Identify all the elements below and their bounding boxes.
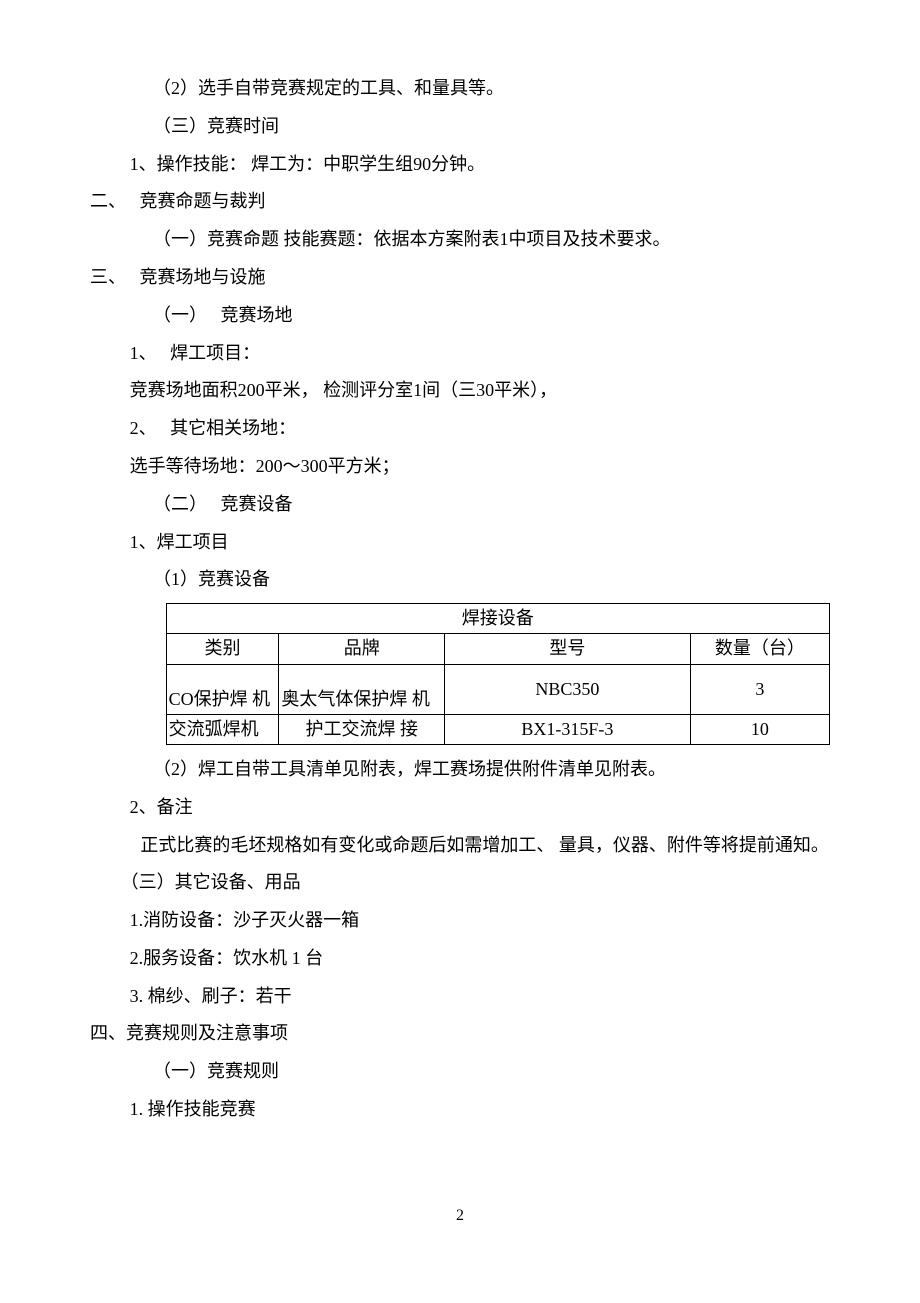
table-cell-category: 交流弧焊机 — [166, 714, 279, 744]
section-2-heading: 二、 竞赛命题与裁判 — [90, 183, 830, 221]
paragraph-venue-heading: （一） 竞赛场地 — [90, 297, 830, 335]
paragraph-tools: （2）选手自带竞赛规定的工具、和量具等。 — [90, 70, 830, 108]
paragraph-welding-project: 1、 焊工项目： — [90, 335, 830, 373]
table-header-quantity: 数量（台） — [690, 634, 829, 664]
paragraph-skill-time: 1、操作技能： 焊工为：中职学生组90分钟。 — [90, 146, 830, 184]
table-cell-brand: 护工交流焊 接 — [279, 714, 445, 744]
equipment-table: 焊接设备 类别 品牌 型号 数量（台） CO保护焊 机 奥太气体保护焊 机 NB… — [166, 603, 830, 745]
table-header-brand: 品牌 — [279, 634, 445, 664]
paragraph-competition-equipment: （1）竞赛设备 — [90, 561, 830, 599]
section-4-heading: 四、竞赛规则及注意事项 — [90, 1015, 830, 1053]
table-cell-model: BX1-315F-3 — [445, 714, 690, 744]
paragraph-welding-equipment: 1、焊工项目 — [90, 524, 830, 562]
table-row: CO保护焊 机 奥太气体保护焊 机 NBC350 3 — [166, 664, 829, 714]
paragraph-waiting-area: 选手等待场地：200～300平方米； — [90, 448, 830, 486]
table-row: 交流弧焊机 护工交流焊 接 BX1-315F-3 10 — [166, 714, 829, 744]
paragraph-fire-equipment: 1.消防设备：沙子灭火器一箱 — [90, 902, 830, 940]
section-3-heading: 三、 竞赛场地与设施 — [90, 259, 830, 297]
paragraph-cotton-brush: 3. 棉纱、刷子：若干 — [90, 978, 830, 1016]
table-cell-model: NBC350 — [445, 664, 690, 714]
table-cell-brand: 奥太气体保护焊 机 — [279, 664, 445, 714]
paragraph-venue-area: 竞赛场地面积200平米， 检测评分室1间（三30平米）， — [90, 372, 830, 410]
paragraph-other-venue: 2、 其它相关场地： — [90, 410, 830, 448]
paragraph-equipment-heading: （二） 竞赛设备 — [90, 486, 830, 524]
page-number: 2 — [90, 1199, 830, 1233]
table-header-row: 类别 品牌 型号 数量（台） — [166, 634, 829, 664]
paragraph-time-heading: （三）竞赛时间 — [90, 108, 830, 146]
equipment-table-wrapper: 焊接设备 类别 品牌 型号 数量（台） CO保护焊 机 奥太气体保护焊 机 NB… — [90, 603, 830, 745]
paragraph-service-equipment: 2.服务设备：饮水机 1 台 — [90, 940, 830, 978]
paragraph-formal-competition: 正式比赛的毛坯规格如有变化或命题后如需增加工、 量具，仪器、附件等将提前通知。 — [90, 827, 830, 865]
table-title: 焊接设备 — [166, 604, 829, 634]
paragraph-other-equipment: （三）其它设备、用品 — [90, 864, 830, 902]
table-title-row: 焊接设备 — [166, 604, 829, 634]
table-header-model: 型号 — [445, 634, 690, 664]
table-cell-category: CO保护焊 机 — [166, 664, 279, 714]
paragraph-skill-competition: 1. 操作技能竞赛 — [90, 1091, 830, 1129]
paragraph-proposition: （一）竞赛命题 技能赛题：依据本方案附表1中项目及技术要求。 — [90, 221, 830, 259]
paragraph-remarks: 2、备注 — [90, 789, 830, 827]
paragraph-rules-heading: （一）竞赛规则 — [90, 1053, 830, 1091]
paragraph-tool-list: （2）焊工自带工具清单见附表，焊工赛场提供附件清单见附表。 — [90, 751, 830, 789]
table-cell-quantity: 3 — [690, 664, 829, 714]
table-cell-quantity: 10 — [690, 714, 829, 744]
table-header-category: 类别 — [166, 634, 279, 664]
